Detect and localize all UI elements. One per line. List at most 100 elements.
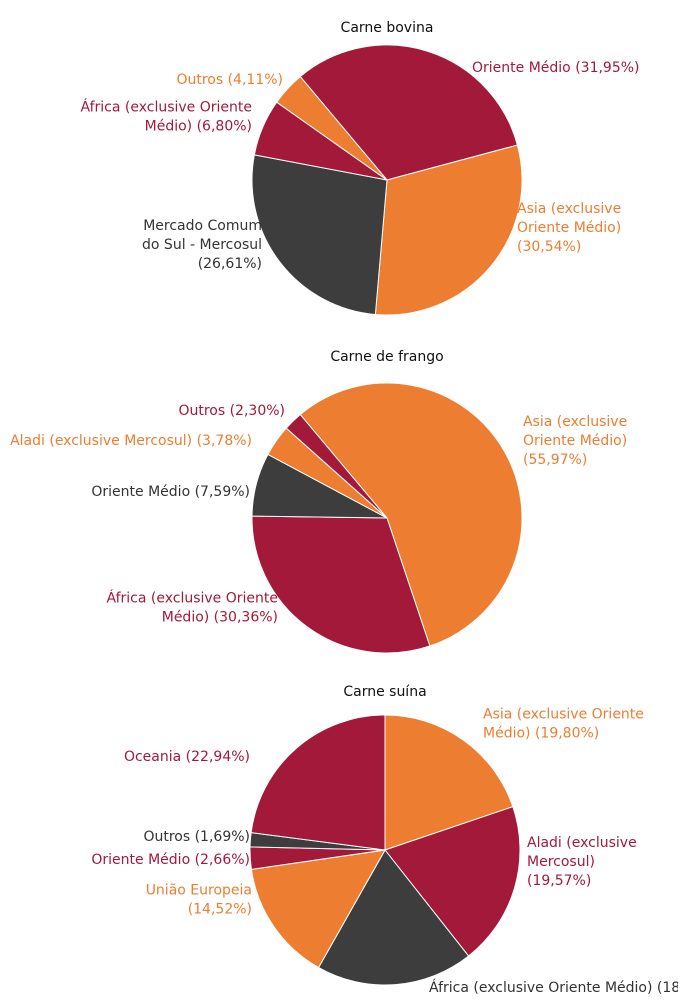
slice-label: Outros (2,30%): [178, 403, 285, 419]
label-part: (4,11%): [223, 72, 283, 88]
label-line: (14,52%): [188, 902, 252, 918]
label-line: Médio) (19,80%): [483, 726, 599, 742]
label-part: Médio): [483, 726, 531, 742]
slice-label: Mercado Comum do Sul - Mercosul (26,61%): [142, 218, 262, 272]
slice-label: Oriente Médio (2,66%): [91, 852, 250, 868]
pie-slice: [299, 382, 523, 647]
pie-slice: [384, 714, 514, 851]
label-line: Oriente Médio): [517, 220, 621, 236]
pie-slice: [250, 849, 386, 969]
label-part: Aladi (exclusive: [527, 835, 637, 851]
label-line: África (exclusive Oriente Médio) (18,81%…: [429, 979, 678, 996]
label-part: Oriente Médio: [91, 852, 190, 868]
label-part: Oriente Médio: [91, 484, 190, 500]
chart-title: Carne bovina: [341, 20, 434, 36]
slice-label: Aladi (exclusive Mercosul) (19,57%): [527, 835, 637, 889]
pie-slice: [285, 413, 388, 519]
label-part: (19,57%): [527, 873, 591, 889]
pie-slice: [250, 714, 386, 851]
slice-label: Asia (exclusive Oriente Médio) (30,54%): [517, 201, 621, 255]
pie-slice: [299, 44, 519, 181]
label-line: Outros (2,30%): [178, 403, 285, 419]
label-part: (2,66%): [190, 852, 250, 868]
pie-slice: [374, 144, 523, 316]
label-part: Mercado Comum: [143, 218, 262, 234]
label-part: (19,80%): [531, 726, 600, 742]
label-part: (18,81%): [652, 980, 678, 996]
chart-title: Carne de frango: [330, 349, 443, 365]
slice-label: Asia (exclusive Oriente Médio) (55,97%): [523, 414, 627, 468]
chart-title: Carne suína: [343, 684, 426, 700]
pie-slice: [275, 75, 388, 181]
label-part: (14,52%): [188, 902, 252, 918]
label-line: Médio) (6,80%): [145, 119, 252, 135]
label-line: Asia (exclusive Oriente: [483, 707, 644, 723]
label-part: (30,54%): [517, 239, 581, 255]
label-line: Outros (1,69%): [143, 829, 250, 845]
slice-label: África (exclusive Oriente Médio) (6,80%): [81, 99, 253, 135]
label-part: Oceania: [124, 749, 181, 765]
label-part: Médio): [145, 119, 193, 135]
slice-label: África (exclusive Oriente Médio) (18,81%…: [429, 979, 678, 996]
pie-slice: [384, 806, 521, 957]
pie-slice: [251, 154, 388, 316]
label-line: Oriente Médio (31,95%): [472, 60, 640, 76]
label-part: (7,59%): [190, 484, 250, 500]
slice-label: Oriente Médio (31,95%): [472, 60, 640, 76]
label-part: África (exclusive Oriente: [81, 99, 253, 116]
label-line: Aladi (exclusive Mercosul) (3,78%): [10, 433, 252, 449]
label-line: Asia (exclusive: [517, 201, 621, 217]
label-line: Mercado Comum: [143, 218, 262, 234]
label-part: (26,61%): [198, 256, 262, 272]
slice-label: Aladi (exclusive Mercosul) (3,78%): [10, 433, 252, 449]
label-line: Mercosul): [527, 854, 595, 870]
label-part: Asia (exclusive: [523, 414, 627, 430]
label-line: (26,61%): [198, 256, 262, 272]
label-part: (22,94%): [181, 749, 250, 765]
label-part: África (exclusive Oriente: [107, 590, 279, 607]
label-part: União Europeia: [146, 883, 252, 899]
label-part: (1,69%): [190, 829, 250, 845]
label-part: (3,78%): [192, 433, 252, 449]
slice-label: Oceania (22,94%): [124, 749, 250, 765]
label-line: África (exclusive Oriente: [107, 590, 279, 607]
label-part: Asia (exclusive Oriente: [483, 707, 644, 723]
label-part: (2,30%): [225, 403, 285, 419]
slice-label: Oriente Médio (7,59%): [91, 484, 250, 500]
label-part: (6,80%): [192, 119, 252, 135]
label-line: Outros (4,11%): [176, 72, 283, 88]
label-part: Oriente Médio): [523, 433, 627, 449]
label-line: (30,54%): [517, 239, 581, 255]
label-line: África (exclusive Oriente: [81, 99, 253, 116]
label-part: (55,97%): [523, 452, 587, 468]
label-line: Asia (exclusive: [523, 414, 627, 430]
label-line: Oriente Médio (7,59%): [91, 484, 250, 500]
label-part: África (exclusive Oriente Médio): [429, 979, 652, 996]
label-line: Oriente Médio): [523, 433, 627, 449]
label-part: Outros: [176, 72, 223, 88]
pie-slice: [317, 849, 470, 986]
label-line: Oriente Médio (2,66%): [91, 852, 250, 868]
label-line: Aladi (exclusive: [527, 835, 637, 851]
label-part: (30,36%): [209, 610, 278, 626]
label-line: União Europeia: [146, 883, 252, 899]
slice-label: Asia (exclusive Oriente Médio) (19,80%): [483, 707, 644, 742]
label-part: Outros: [143, 829, 190, 845]
label-part: Outros: [178, 403, 225, 419]
label-line: Médio) (30,36%): [162, 610, 278, 626]
label-part: Aladi (exclusive Mercosul): [10, 433, 192, 449]
label-part: Asia (exclusive: [517, 201, 621, 217]
label-part: Mercosul): [527, 854, 595, 870]
slice-label: União Europeia (14,52%): [146, 883, 252, 918]
slice-label: África (exclusive Oriente Médio) (30,36%): [107, 590, 279, 626]
label-part: (31,95%): [571, 60, 640, 76]
label-line: do Sul - Mercosul: [142, 237, 262, 253]
label-line: (55,97%): [523, 452, 587, 468]
label-part: Oriente Médio): [517, 220, 621, 236]
pie-slice: [251, 515, 431, 654]
label-line: Oceania (22,94%): [124, 749, 250, 765]
label-part: do Sul - Mercosul: [142, 237, 262, 253]
label-part: Oriente Médio: [472, 60, 571, 76]
